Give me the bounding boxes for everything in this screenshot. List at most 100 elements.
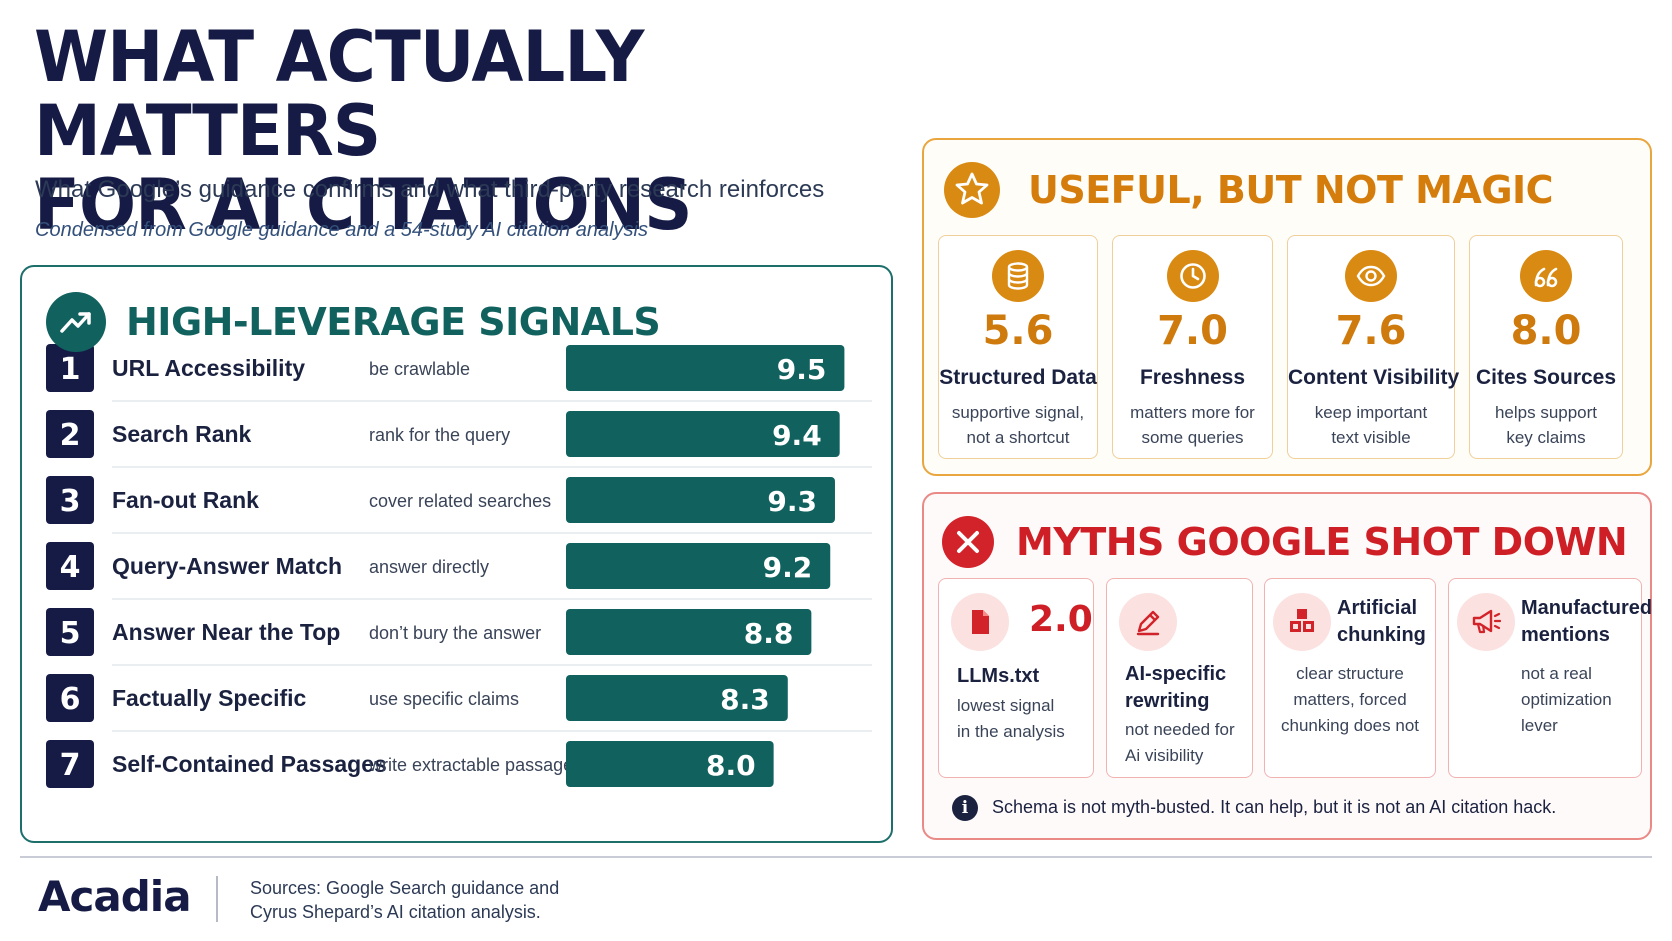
- myth-card-ai-rewriting: AI-specific rewriting not needed for Ai …: [1106, 578, 1253, 778]
- signal-row: 3 Fan-out Rank cover related searches 9.3: [46, 476, 872, 534]
- myth-card-manufactured-mentions: Manufactured mentions not a real optimiz…: [1448, 578, 1652, 778]
- useful-card-cites-sources: 8.0 Cites Sources helps support key clai…: [1469, 235, 1623, 459]
- useful-desc-line: not a shortcut: [966, 428, 1070, 447]
- signal-bar: [566, 741, 774, 787]
- high-leverage-panel: 1 URL Accessibility be crawlable 9.5 2 Search…: [20, 265, 893, 843]
- signal-label: Self-Contained Passages: [112, 751, 387, 777]
- myths-panel: MYTHS GOOGLE SHOT DOWN 2.0 LLMs.txt lowe…: [922, 492, 1652, 840]
- sources-text: Sources: Google Search guidance and Cyru…: [250, 876, 590, 924]
- rank-number: 4: [60, 550, 81, 585]
- useful-desc: supportive signal, not a shortcut: [945, 400, 1091, 450]
- myth-desc-line: optimization: [1521, 690, 1612, 709]
- myth-label: AI-specific rewriting: [1125, 661, 1226, 715]
- signal-label: Search Rank: [112, 421, 252, 447]
- useful-label: Freshness: [1139, 366, 1246, 389]
- rank-badge: [46, 542, 94, 590]
- myth-label-line: rewriting: [1125, 690, 1210, 712]
- signal-bar: [566, 543, 831, 589]
- myth-desc: clear structure matters, forced chunking…: [1265, 661, 1435, 739]
- myth-label: Artificial chunking: [1337, 595, 1426, 649]
- myth-desc-line: in the analysis: [957, 722, 1065, 741]
- acadia-logo: Acadia: [38, 872, 192, 921]
- myth-label: Manufactured mentions: [1521, 595, 1652, 649]
- myth-label-line: AI-specific: [1125, 663, 1227, 685]
- rank-number: 2: [60, 418, 81, 453]
- useful-desc: keep important text visible: [1294, 400, 1448, 450]
- myth-card-llms-txt: 2.0 LLMs.txt lowest signal in the analys…: [938, 578, 1094, 778]
- myth-label-line: mentions: [1521, 624, 1610, 646]
- page-title-line-2: FOR AI CITATIONS: [34, 164, 693, 246]
- rank-number: 6: [60, 682, 81, 717]
- footer-divider: [20, 856, 1652, 858]
- page-title-line-1: WHAT ACTUALLY MATTERS: [34, 16, 644, 172]
- useful-card-freshness: 7.0 Freshness matters more for some quer…: [1112, 235, 1273, 459]
- trending-up-icon: [46, 292, 106, 352]
- file-icon: [951, 593, 1009, 651]
- useful-card-structured-data: 5.6 Structured Data supportive signal, n…: [938, 235, 1098, 459]
- rank-number: 7: [60, 748, 81, 783]
- useful-desc-line: some queries: [1141, 428, 1244, 447]
- signal-label: URL Accessibility: [112, 355, 305, 381]
- myth-desc-line: lowest signal: [957, 696, 1055, 715]
- rank-badge: [46, 608, 94, 656]
- signal-value-label: 9.3: [767, 485, 817, 518]
- close-icon: [942, 516, 994, 568]
- clock-icon: [1166, 250, 1219, 302]
- signal-label: Fan-out Rank: [112, 487, 259, 513]
- signal-row: 2 Search Rank rank for the query 9.4: [46, 410, 872, 468]
- useful-label: Structured Data: [939, 366, 1097, 389]
- myths-footnote: i Schema is not myth-busted. It can help…: [952, 792, 1642, 824]
- rank-badge: [46, 410, 94, 458]
- myth-label-line: chunking: [1337, 624, 1426, 646]
- sources-line: Sources: Google Search guidance and: [250, 878, 560, 898]
- signal-description: write extractable passages: [368, 755, 582, 775]
- useful-value: 7.0: [1157, 308, 1228, 354]
- signal-row: 1 URL Accessibility be crawlable 9.5: [46, 344, 872, 402]
- signal-description: rank for the query: [369, 425, 510, 445]
- signal-bar: [566, 609, 812, 655]
- myths-footnote-text: Schema is not myth-busted. It can help, …: [992, 797, 1557, 817]
- signal-bar: [566, 477, 835, 523]
- page-subtitle: What Google’s guidance confirms and what…: [35, 176, 825, 203]
- logo-separator: [216, 876, 218, 922]
- high-leverage-title: HIGH-LEVERAGE SIGNALS: [126, 300, 661, 344]
- useful-label: Cites Sources: [1475, 366, 1617, 389]
- myth-value: 2.0: [1029, 599, 1093, 640]
- myth-desc-line: chunking does not: [1281, 716, 1419, 735]
- myth-desc-line: matters, forced: [1293, 690, 1407, 709]
- signal-value-label: 9.4: [772, 419, 822, 452]
- signal-value-label: 8.8: [744, 617, 794, 650]
- myth-label-line: LLMs.txt: [957, 665, 1040, 687]
- useful-label: Content Visibility: [1288, 366, 1460, 389]
- page-title: WHAT ACTUALLY MATTERS FOR AI CITATIONS: [34, 20, 860, 242]
- signal-row: 4 Query-Answer Match answer directly 9.2: [46, 542, 872, 600]
- rank-number: 5: [60, 616, 81, 651]
- useful-desc-line: helps support: [1494, 403, 1598, 422]
- useful-value: 8.0: [1510, 308, 1582, 354]
- rank-number: 1: [60, 352, 81, 387]
- star-icon: [944, 162, 1000, 218]
- myth-label-line: Manufactured: [1521, 597, 1653, 619]
- signal-label: Factually Specific: [112, 685, 307, 711]
- useful-desc: helps support key claims: [1476, 400, 1616, 450]
- signal-label: Query-Answer Match: [112, 553, 342, 579]
- signal-row: 6 Factually Specific use specific claims 8.…: [46, 674, 872, 732]
- rank-badge: [46, 344, 94, 392]
- signal-description: be crawlable: [369, 359, 470, 379]
- signal-value-label: 8.0: [706, 749, 756, 782]
- signal-description: answer directly: [369, 557, 489, 577]
- useful-value: 5.6: [982, 308, 1054, 354]
- useful-panel: USEFUL, BUT NOT MAGIC 5.6 Structured Dat…: [922, 138, 1652, 476]
- useful-desc-line: keep important: [1314, 403, 1428, 422]
- useful-card-content-visibility: 7.6 Content Visibility keep important te…: [1287, 235, 1460, 459]
- signal-description: use specific claims: [369, 689, 519, 709]
- myth-label: LLMs.txt: [957, 663, 1039, 690]
- myth-desc-line: clear structure: [1296, 664, 1404, 683]
- signal-bar: [566, 411, 840, 457]
- quote-icon: [1520, 250, 1572, 302]
- myth-desc-line: not needed for: [1125, 720, 1235, 739]
- rank-badge: [46, 740, 94, 788]
- rank-badge: [46, 674, 94, 722]
- signal-value-label: 9.2: [763, 551, 813, 584]
